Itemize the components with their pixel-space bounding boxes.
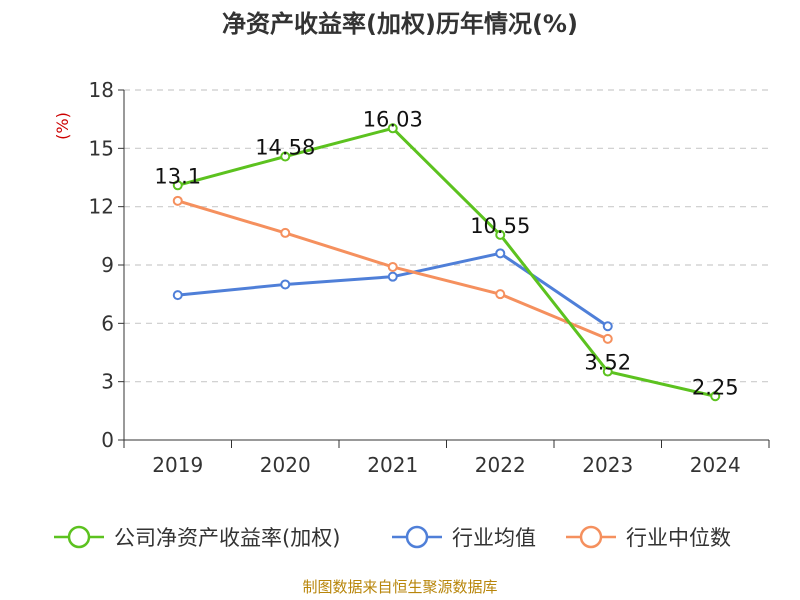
legend-marker xyxy=(579,525,603,549)
source-note: 制图数据来自恒生聚源数据库 xyxy=(302,578,497,596)
x-tick-label: 2023 xyxy=(582,453,633,477)
y-tick-label: 18 xyxy=(89,78,114,102)
data-point xyxy=(387,271,398,282)
legend-marker xyxy=(67,525,91,549)
data-label: 3.52 xyxy=(584,351,631,375)
data-point xyxy=(172,180,183,191)
legend-label: 行业均值 xyxy=(452,526,536,550)
data-label: 2.25 xyxy=(692,375,739,399)
y-tick-label: 3 xyxy=(101,370,114,394)
data-point xyxy=(710,391,721,402)
data-point xyxy=(280,227,291,238)
data-point xyxy=(172,195,183,206)
data-label: 13.1 xyxy=(154,164,201,188)
x-tick-label: 2020 xyxy=(260,453,311,477)
grid-lines xyxy=(124,89,769,383)
data-point xyxy=(280,151,291,162)
legend-marker xyxy=(405,525,429,549)
data-label: 14.58 xyxy=(255,136,315,160)
data-point xyxy=(172,290,183,301)
legend: 公司净资产收益率(加权) 行业均值 行业中位数 xyxy=(54,525,731,550)
x-tick-label: 2019 xyxy=(152,453,203,477)
y-tick-label: 12 xyxy=(89,195,114,219)
data-point xyxy=(495,248,506,259)
data-point xyxy=(387,123,398,134)
y-tick-label: 15 xyxy=(89,136,114,160)
data-label: 16.03 xyxy=(363,107,423,131)
series-line xyxy=(177,126,716,398)
y-tick-label: 9 xyxy=(101,253,114,277)
data-point xyxy=(387,261,398,272)
x-tick-label: 2022 xyxy=(475,453,526,477)
data-point xyxy=(602,366,613,377)
data-point xyxy=(495,289,506,300)
data-point xyxy=(602,321,613,332)
legend-label: 行业中位数 xyxy=(626,526,731,550)
axes: 0 3 6 9 12 15 18 2019 2020 2021 2022 2023 2024 xyxy=(89,78,770,477)
chart-title: 净资产收益率(加权)历年情况(%) xyxy=(222,10,578,38)
data-point xyxy=(602,333,613,344)
data-point xyxy=(280,279,291,290)
series-group xyxy=(172,123,721,402)
legend-label: 公司净资产收益率(加权) xyxy=(114,526,340,550)
data-label: 10.55 xyxy=(470,214,530,238)
y-tick-label: 6 xyxy=(101,311,114,335)
y-axis-unit-label: (%) xyxy=(53,112,72,140)
x-tick-label: 2024 xyxy=(690,453,741,477)
data-point xyxy=(495,229,506,240)
y-tick-label: 0 xyxy=(101,428,114,452)
x-tick-label: 2021 xyxy=(367,453,418,477)
data-labels: 13.1 14.58 16.03 10.55 3.52 2.25 xyxy=(154,107,738,399)
